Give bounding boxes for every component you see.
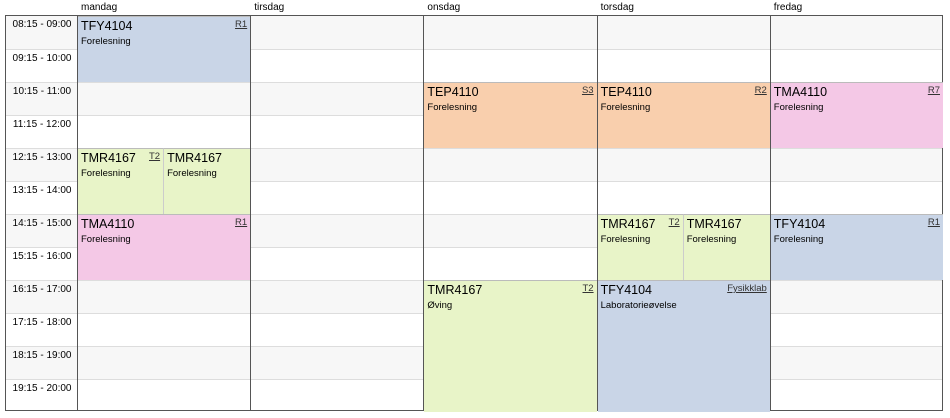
course-code: TMA4110	[773, 85, 828, 99]
time-label: 16:15 - 17:00	[12, 284, 72, 295]
day-header-onsdag: onsdag	[427, 2, 461, 13]
course-code: TMR4167	[81, 151, 136, 165]
event-type: Forelesning	[600, 102, 651, 113]
day-header-mandag: mandag	[81, 2, 118, 13]
event-type: Laboratorieøvelse	[600, 300, 677, 311]
day-header-tirsdag: tirsdag	[254, 2, 285, 13]
course-code: TMR4167	[686, 217, 742, 231]
room-link[interactable]: R7	[927, 85, 940, 96]
time-label: 13:15 - 14:00	[12, 185, 72, 196]
time-label: 12:15 - 13:00	[12, 152, 72, 163]
room-link[interactable]: Fysikklab	[727, 283, 767, 294]
course-code: TFY4104	[81, 19, 133, 33]
event-tma4110[interactable]: TMA4110 Forelesning R1	[78, 214, 251, 280]
column-divider	[769, 16, 771, 410]
event-type: Forelesning	[773, 102, 824, 113]
course-code: TMA4110	[81, 217, 135, 231]
course-code: TMR4167	[427, 283, 483, 297]
room-link[interactable]: T2	[668, 217, 680, 228]
event-tmr4167[interactable]: TMR4167 Forelesning	[164, 148, 251, 214]
course-code: TEP4110	[600, 85, 652, 99]
column-divider	[250, 16, 252, 410]
time-label: 09:15 - 10:00	[12, 53, 72, 64]
event-tmr4167[interactable]: TMR4167 Øving T2	[424, 280, 597, 412]
column-divider	[77, 16, 78, 410]
course-code: TMR4167	[600, 217, 656, 231]
day-header-torsdag: torsdag	[600, 2, 634, 13]
time-label: 19:15 - 20:00	[12, 383, 72, 394]
event-tmr4167[interactable]: TMR4167 Forelesning T2	[78, 148, 165, 214]
event-tep4110[interactable]: TEP4110 Forelesning R2	[597, 82, 770, 148]
course-code: TMR4167	[167, 151, 222, 165]
course-code: TFY4104	[600, 283, 653, 297]
time-row: 13:15 - 14:00	[6, 181, 942, 214]
course-code: TEP4110	[427, 85, 479, 99]
event-tfy4104[interactable]: TFY4104 Forelesning R1	[770, 214, 943, 280]
room-link[interactable]: R1	[235, 217, 248, 228]
room-link[interactable]: R1	[235, 19, 248, 30]
event-tma4110[interactable]: TMA4110 Forelesning R7	[770, 82, 943, 148]
room-link[interactable]: T2	[149, 151, 161, 162]
event-tfy4104[interactable]: TFY4104 Laboratorieøvelse Fysikklab	[597, 280, 770, 412]
room-link[interactable]: R2	[754, 85, 767, 96]
column-divider	[423, 16, 425, 410]
event-type: Forelesning	[773, 234, 824, 245]
course-code: TFY4104	[773, 217, 826, 231]
time-row: 15:15 - 16:00	[6, 247, 942, 280]
time-label: 14:15 - 15:00	[12, 218, 72, 229]
room-link[interactable]: S3	[581, 85, 594, 96]
event-type: Forelesning	[600, 234, 651, 245]
time-row: 09:15 - 10:00	[6, 49, 942, 82]
event-tmr4167[interactable]: TMR4167 Forelesning	[683, 214, 770, 280]
time-label: 17:15 - 18:00	[12, 317, 72, 328]
event-tmr4167[interactable]: TMR4167 Forelesning T2	[597, 214, 684, 280]
time-label: 15:15 - 16:00	[12, 251, 72, 262]
time-label: 11:15 - 12:00	[12, 119, 72, 130]
day-header-fredag: fredag	[773, 2, 803, 13]
timetable-grid: 08:15 - 09:00 09:15 - 10:00 10:15 - 11:00 1…	[5, 15, 943, 412]
event-type: Forelesning	[686, 234, 737, 245]
time-label: 08:15 - 09:00	[12, 19, 72, 30]
event-type: Forelesning	[167, 168, 217, 179]
event-type: Forelesning	[81, 234, 131, 245]
event-tfy4104[interactable]: TFY4104 Forelesning R1	[78, 16, 251, 82]
event-type: Forelesning	[427, 102, 478, 113]
time-label: 18:15 - 19:00	[12, 350, 72, 361]
room-link[interactable]: T2	[582, 283, 594, 294]
event-type: Forelesning	[81, 36, 131, 47]
event-tep4110[interactable]: TEP4110 Forelesning S3	[424, 82, 597, 148]
event-type: Forelesning	[81, 168, 131, 179]
event-type: Øving	[427, 300, 453, 311]
time-label: 10:15 - 11:00	[12, 86, 72, 97]
column-divider	[596, 16, 598, 410]
room-link[interactable]: R1	[927, 217, 940, 228]
